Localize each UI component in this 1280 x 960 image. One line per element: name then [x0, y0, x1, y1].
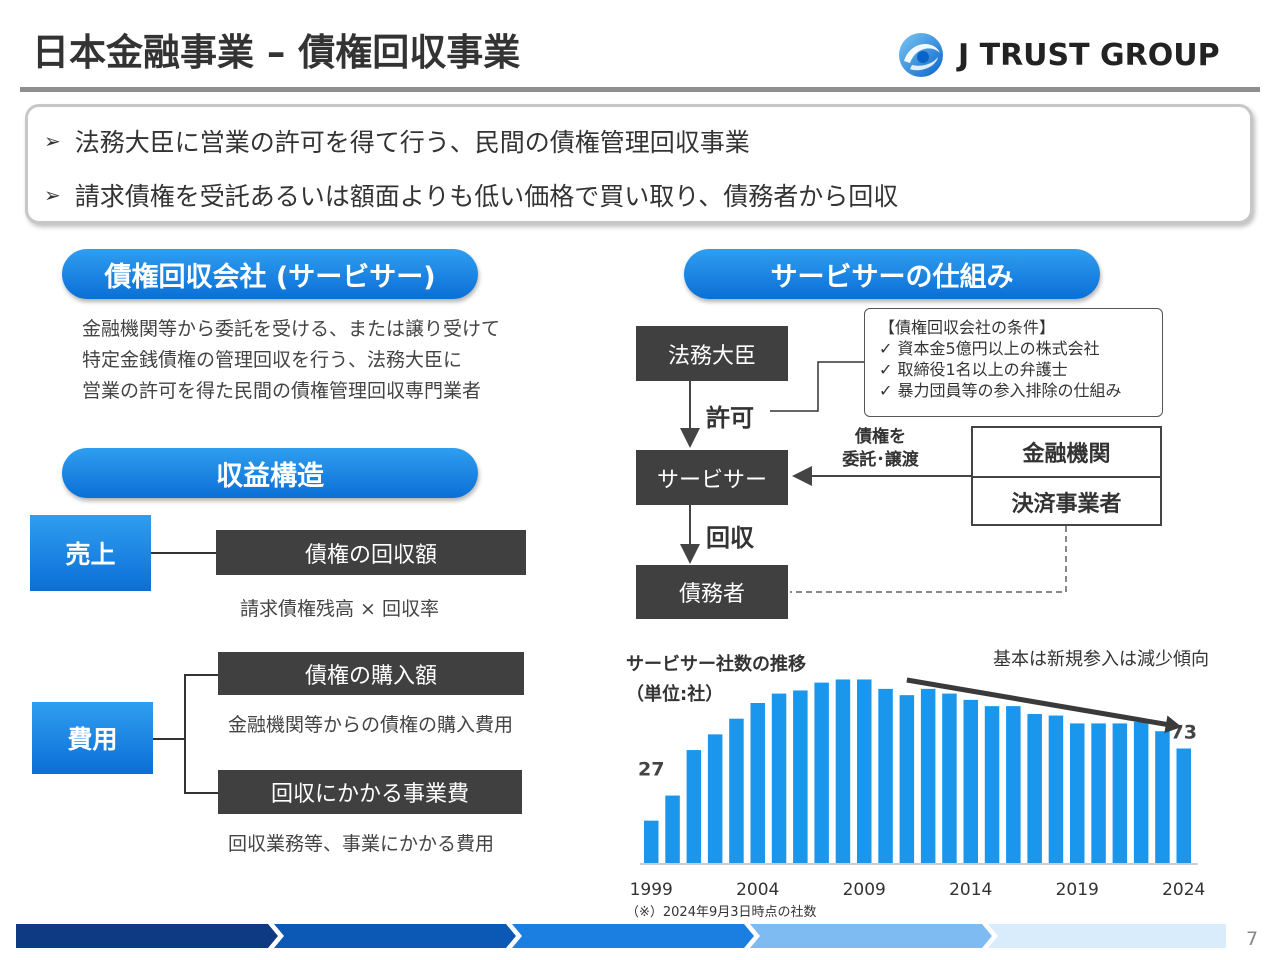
chart-bar: [750, 703, 765, 863]
mechanism-heading: サービサーの仕組み: [684, 249, 1100, 299]
chart-bar: [707, 734, 723, 863]
chart-tick-label: 2009: [843, 880, 886, 900]
chart-bar: [771, 693, 787, 863]
node-servicer: サービサー: [636, 450, 788, 505]
chart-data-label: 102: [844, 660, 884, 664]
chart-bar: [878, 688, 893, 863]
chart-bar: [835, 679, 851, 863]
chart-bar: [1091, 723, 1106, 863]
conditions-title: 【債権回収会社の条件】: [879, 318, 1056, 337]
arrow-bullet-icon: ➢: [44, 129, 61, 153]
trend-arrow-line: [906, 677, 1177, 729]
arrow-bullet-icon: ➢: [44, 183, 61, 207]
permit-label: 許可: [706, 404, 754, 432]
servicer-description-line: 営業の許可を得た民間の債権管理回収専門業者: [82, 380, 482, 402]
chart-note: 基本は新規参入は減少傾向: [993, 649, 1209, 670]
chart-tick-label: 2004: [736, 880, 779, 900]
company-logo: J TRUST GROUP: [896, 30, 1266, 80]
logo-text: J TRUST GROUP: [958, 37, 1220, 73]
institutions-divider: [973, 476, 1160, 478]
chart-bar: [1006, 706, 1021, 863]
chart-tick-label: 2024: [1162, 880, 1205, 900]
chart-bar: [920, 688, 936, 863]
cost-item-purchase: 債権の購入額: [218, 652, 524, 695]
servicer-count-chart: 1999200420092014201920242710273: [630, 660, 1206, 900]
chart-bar: [814, 682, 829, 863]
chart-bar: [857, 679, 872, 863]
connector-line: [151, 552, 216, 554]
chart-tick-label: 2019: [1056, 880, 1099, 900]
sales-item: 債権の回収額: [216, 530, 526, 575]
cost-item-operations: 回収にかかる事業費: [218, 770, 522, 814]
institution-payment: 決済事業者: [1011, 492, 1122, 517]
cost-label: 費用: [32, 702, 153, 774]
connector-line: [184, 792, 218, 794]
sales-label: 売上: [30, 515, 151, 591]
chart-title: サービサー社数の推移 （単位:社）: [626, 654, 806, 705]
trend-arrow-head: [1164, 715, 1182, 734]
summary-bullet-text: 法務大臣に営業の許可を得て行う、民間の債権管理回収事業: [74, 128, 750, 157]
conditions-box: 【債権回収会社の条件】 ✓ 資本金5億円以上の株式会社 ✓ 取締役1名以上の弁護…: [864, 308, 1163, 417]
chart-bar: [686, 750, 702, 863]
revenue-heading: 収益構造: [62, 448, 478, 498]
summary-bullet: ➢ 法務大臣に営業の許可を得て行う、民間の債権管理回収事業: [44, 123, 750, 159]
chart-bar: [1027, 713, 1042, 863]
chart-bar: [729, 718, 744, 863]
institutions-box: 金融機関 決済事業者: [971, 426, 1162, 526]
cost-item-purchase-desc: 金融機関等からの債権の購入費用: [228, 714, 514, 736]
page-title: 日本金融事業 – 債権回収事業: [32, 31, 521, 74]
chart-bar: [644, 820, 659, 863]
chart-bar: [1155, 731, 1170, 863]
servicer-description-line: 特定金銭債権の管理回収を行う、法務大臣に: [82, 349, 463, 371]
servicer-description-line: 金融機関等から委託を受ける、または譲り受けて: [82, 318, 501, 340]
condition-item: ✓ 取締役1名以上の弁護士: [879, 360, 1068, 379]
header-rule: [20, 87, 1260, 92]
chart-bar: [1070, 723, 1085, 863]
summary-bullet: ➢ 請求債権を受託あるいは額面よりも低い価格で買い取り、債務者から回収: [44, 177, 898, 213]
chart-bar: [1112, 723, 1128, 863]
condition-item: ✓ 資本金5億円以上の株式会社: [879, 339, 1100, 358]
chart-bar: [1048, 715, 1064, 863]
chart-bar: [1176, 748, 1191, 863]
connector-line: [184, 674, 186, 793]
chart-tick-label: 1999: [630, 880, 673, 900]
chart-bar: [665, 795, 680, 863]
collect-label: 回収: [706, 524, 754, 552]
cost-item-operations-desc: 回収業務等、事業にかかる費用: [228, 833, 495, 855]
node-minister: 法務大臣: [636, 326, 788, 381]
page-number: 7: [1246, 928, 1259, 950]
node-debtor: 債務者: [636, 565, 788, 619]
summary-bullet-text: 請求債権を受託あるいは額面よりも低い価格で買い取り、債務者から回収: [74, 182, 899, 211]
chart-bar: [899, 695, 915, 863]
sales-formula: 請求債権残高 × 回収率: [240, 598, 439, 620]
chart-bar: [963, 699, 978, 863]
servicer-description: 金融機関等から委託を受ける、または譲り受けて 特定金銭債権の管理回収を行う、法務…: [82, 314, 500, 407]
servicer-heading: 債権回収会社 (サービサー): [62, 249, 478, 299]
connector-line: [184, 674, 218, 676]
chart-footnote: （※）2024年9月3日時点の社数: [626, 905, 817, 920]
connector-line: [153, 738, 184, 740]
institution-financial: 金融機関: [1022, 442, 1111, 467]
footer-progress-bar: [16, 924, 1226, 948]
chart-bar: [984, 706, 1000, 863]
trust-label: 債権を 委託･譲渡: [842, 427, 919, 470]
dashed-connector: [790, 526, 1067, 593]
chart-bar: [1133, 721, 1149, 863]
condition-item: ✓ 暴力団員等の参入排除の仕組み: [879, 381, 1122, 400]
chart-bar: [942, 693, 957, 863]
chart-tick-label: 2014: [949, 880, 992, 900]
logo-swirl-icon: [899, 33, 943, 77]
summary-box: ➢ 法務大臣に営業の許可を得て行う、民間の債権管理回収事業 ➢ 請求債権を受託あ…: [25, 104, 1253, 224]
chart-data-label: 27: [638, 759, 664, 781]
chart-bar: [793, 690, 808, 863]
